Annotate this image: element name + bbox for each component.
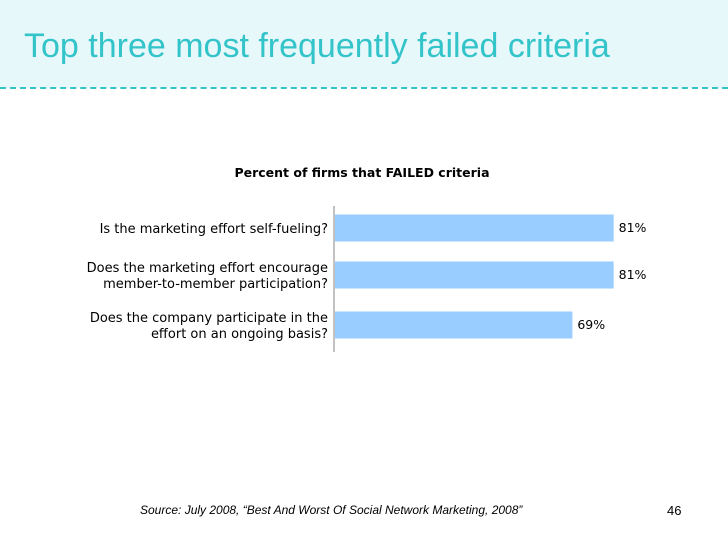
- category-label-line: effort on an ongoing basis?: [151, 327, 328, 342]
- category-label-1: Is the marketing effort self-fueling?: [100, 222, 328, 237]
- source-citation: Source: July 2008, “Best And Worst Of So…: [140, 503, 523, 517]
- title-divider: [0, 87, 728, 89]
- value-label-3: 69%: [577, 317, 605, 332]
- category-label-2: Does the marketing effort encourage membe…: [87, 261, 328, 292]
- bar-2: [335, 261, 614, 289]
- chart-title: Percent of firms that FAILED criteria: [234, 165, 489, 180]
- value-label-2: 81%: [619, 267, 647, 282]
- bar-3: [335, 311, 573, 339]
- category-label-3: Does the company participate in the effor…: [90, 311, 328, 342]
- slide-title: Top three most frequently failed criteri…: [24, 27, 610, 65]
- category-label-line: Does the marketing effort encourage: [87, 261, 328, 276]
- category-label-line: member-to-member participation?: [103, 277, 328, 292]
- page-number: 46: [667, 503, 682, 518]
- bars-layer: 81% Is the marketing effort self-fueling?…: [87, 214, 647, 342]
- category-label-line: Is the marketing effort self-fueling?: [100, 222, 328, 237]
- title-banner: Top three most frequently failed criteri…: [0, 0, 728, 88]
- bar-1: [335, 214, 614, 242]
- value-label-1: 81%: [619, 220, 647, 235]
- category-label-line: Does the company participate in the: [90, 311, 328, 326]
